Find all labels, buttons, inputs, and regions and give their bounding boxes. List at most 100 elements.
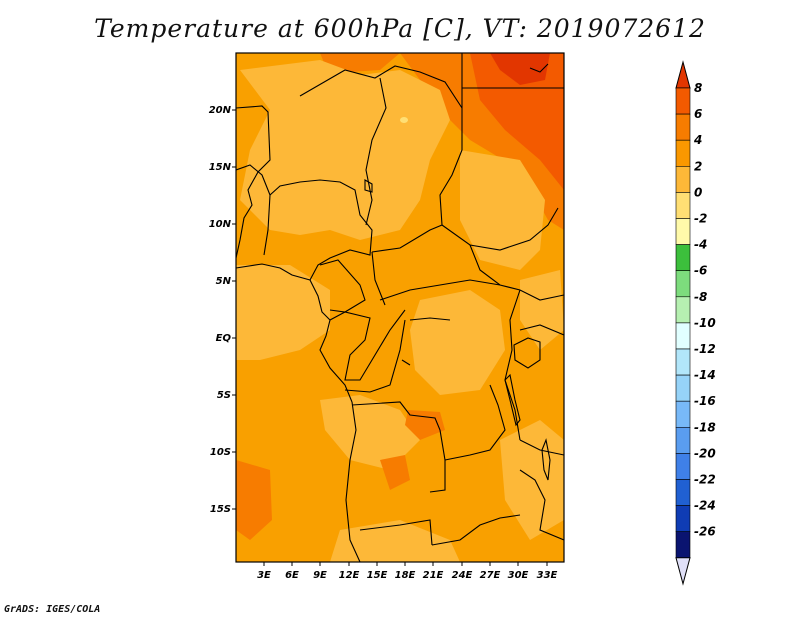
field-warm-angola (380, 455, 410, 490)
colorbar: 8 6 4 2 0 -2 -4 -6 -8 -10 -12 -14 -16 -18 -20 -22 -24 -26 (675, 60, 716, 586)
colorbar-swatch (675, 400, 691, 428)
lake-tanganyika (504, 373, 521, 427)
cameroon-car-border (371, 251, 386, 306)
car-drc-border (379, 279, 501, 301)
niger-chad-border (365, 77, 387, 226)
lat-tick-label: EQ (216, 333, 232, 344)
field-warm-north-west (320, 53, 400, 72)
field-hot-northeast (470, 53, 564, 190)
cameroon-borders (319, 259, 366, 313)
longitude-axis: 3E 6E 9E 12E 15E 18E 21E 24E 27E 30E 33E (257, 570, 557, 581)
colorbar-label: -4 (694, 238, 707, 252)
colorbar-swatch (675, 87, 691, 115)
lon-tick-label: 15E (367, 570, 388, 581)
colorbar-swatch (675, 166, 691, 193)
colorbar-swatch (675, 192, 691, 219)
colorbar-label: -14 (694, 368, 716, 382)
lake-chad (364, 179, 373, 193)
colorbar-swatch (675, 244, 691, 272)
angola-zambia-border (429, 429, 446, 493)
southwest-coast (345, 401, 361, 562)
congo-river (401, 317, 451, 366)
colorbar-swatch (675, 374, 691, 402)
colorbar-swatch (675, 531, 691, 559)
drc-west-border (344, 319, 406, 393)
colorbar-label: -20 (694, 446, 716, 460)
egypt-nile-coast (529, 63, 549, 73)
northern-border-west (299, 65, 463, 109)
gulf-of-guinea-coast (309, 279, 353, 403)
latitude-axis: 20N 15N 10N 5N EQ 5S 10S 15S (209, 105, 232, 515)
temperature-field (236, 53, 564, 562)
angola-namibia-border (359, 519, 433, 546)
colorbar-label: -22 (694, 473, 716, 487)
colorbar-label: -12 (694, 342, 716, 356)
lon-tick-label: 18E (395, 570, 416, 581)
colorbar-label: -16 (694, 394, 716, 408)
colorbar-swatch (675, 139, 691, 167)
colorbar-label: -2 (694, 212, 707, 226)
lon-tick-label: 24E (452, 570, 473, 581)
colorbar-label: -10 (694, 316, 716, 330)
colorbar-label: -24 (694, 499, 716, 513)
field-cool-sahel (240, 60, 450, 240)
field-cool-sudan (460, 150, 545, 270)
lat-tick-label: 10S (210, 447, 231, 458)
lat-ticks (232, 109, 236, 510)
colorbar-swatch (675, 113, 691, 141)
field-cool-gulf (236, 265, 330, 360)
colorbar-bottom-arrow (675, 557, 691, 586)
lon-tick-label: 12E (339, 570, 360, 581)
lat-tick-label: 10N (209, 219, 232, 230)
field-warm-south-west (236, 460, 272, 540)
field-cool-congo (410, 290, 505, 395)
field-pale-spot (400, 117, 408, 123)
zambia-south-border (431, 514, 521, 546)
colorbar-swatch (675, 348, 691, 376)
colorbar-label: -18 (694, 420, 716, 434)
plot-frame (235, 52, 565, 563)
lat-tick-label: 5N (216, 276, 232, 287)
gabon-congo-border (329, 309, 406, 381)
colorbar-label: 8 (694, 81, 702, 95)
colorbar-label: 2 (694, 159, 702, 173)
lon-tick-label: 30E (508, 570, 529, 581)
drc-east-border (504, 289, 521, 441)
mozambique-border (519, 469, 564, 541)
lon-tick-label: 21E (423, 570, 444, 581)
map-title: Temperature at 600hPa [C], VT: 201907261… (94, 14, 706, 43)
field-cool-bottom (330, 520, 460, 562)
sudan-ssudan-border (441, 207, 559, 251)
lon-ticks (263, 562, 548, 566)
lat-tick-label: 15S (210, 504, 231, 515)
colorbar-label: -8 (694, 290, 707, 304)
lon-tick-label: 27E (480, 570, 501, 581)
lat-tick-label: 15N (209, 162, 232, 173)
grads-credit: GrADS: IGES/COLA (4, 604, 101, 615)
colorbar-swatch (675, 505, 691, 533)
chad-sudan-border (371, 108, 463, 253)
colorbar-swatch (675, 322, 691, 350)
west-coastline (236, 105, 373, 281)
colorbar-label: 0 (694, 185, 702, 199)
colorbar-label: -6 (694, 264, 707, 278)
lon-tick-label: 33E (537, 570, 558, 581)
lon-tick-label: 6E (285, 570, 299, 581)
colorbar-top-arrow (675, 60, 691, 89)
lake-malawi (541, 438, 551, 481)
colorbar-swatch (675, 218, 691, 245)
tanzania-border (519, 324, 564, 456)
lon-tick-label: 9E (313, 570, 327, 581)
colorbar-swatch (675, 453, 691, 480)
colorbar-label: 4 (693, 133, 702, 147)
colorbar-swatch (675, 426, 691, 454)
colorbar-label: 6 (694, 107, 702, 121)
drc-zambia-border (444, 384, 506, 461)
lake-victoria (513, 337, 541, 369)
map-boundaries (236, 53, 564, 562)
colorbar-swatch (675, 296, 691, 324)
lat-tick-label: 5S (217, 390, 231, 401)
colorbar-swatch (675, 270, 691, 298)
field-hottest-northeast (490, 53, 550, 85)
colorbar-swatch (675, 479, 691, 506)
